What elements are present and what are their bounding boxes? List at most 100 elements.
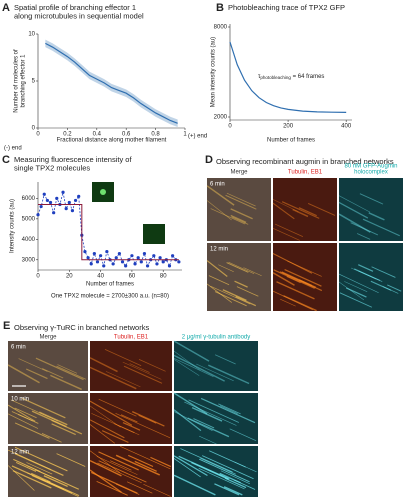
point <box>99 254 103 258</box>
panel-title: along microtubules in sequential model <box>14 11 144 20</box>
filament <box>226 192 256 207</box>
filament <box>208 275 230 286</box>
filament <box>273 269 315 289</box>
column-header: 2 μg/ml γ-tubulin antibody <box>182 335 251 341</box>
caption: One TPX2 molecule = 2700±300 a.u. (n=80) <box>51 294 169 300</box>
point <box>102 264 106 268</box>
inset-spot <box>100 189 106 195</box>
point <box>124 264 128 268</box>
filament <box>188 399 240 423</box>
filament <box>225 194 257 210</box>
x-tick-label: 0.4 <box>93 132 102 138</box>
point <box>61 190 65 194</box>
filament <box>274 223 304 237</box>
filament <box>350 222 379 236</box>
filament <box>89 419 125 439</box>
micrograph <box>207 243 271 311</box>
x-axis-label: Fractional distance along mother filamen… <box>57 138 167 144</box>
filament <box>97 462 142 484</box>
panel-title: Spatial profile of branching effector 1 <box>14 3 136 12</box>
filament <box>236 286 259 297</box>
filament <box>284 269 322 287</box>
point <box>45 198 49 203</box>
point <box>133 262 137 266</box>
point <box>64 207 68 211</box>
filament <box>7 413 39 429</box>
filament <box>89 357 118 373</box>
filament <box>368 212 385 221</box>
filament <box>110 460 132 471</box>
x-tick-label: 0 <box>36 274 40 280</box>
filament <box>191 406 223 422</box>
filament <box>150 456 172 468</box>
filament <box>173 350 201 371</box>
filament <box>220 470 251 485</box>
annotation: (-) end <box>4 146 22 152</box>
filament <box>231 216 249 225</box>
filament <box>222 289 247 301</box>
filament <box>39 411 68 426</box>
micrograph <box>273 243 337 311</box>
panel-title: Observing recombinant augmin in branched… <box>216 157 394 166</box>
filament <box>120 414 138 423</box>
filament <box>89 450 121 474</box>
panel-label: C <box>2 154 10 166</box>
x-tick-label: 60 <box>129 274 136 280</box>
filament <box>173 409 202 432</box>
filament <box>199 435 217 445</box>
filament <box>50 374 82 391</box>
filament <box>200 397 256 424</box>
point <box>95 260 100 264</box>
filament <box>115 483 140 495</box>
filament <box>89 459 122 477</box>
point <box>92 252 96 256</box>
column-header: Merge <box>39 335 57 341</box>
filament <box>226 262 249 273</box>
filament <box>25 368 48 380</box>
filament <box>35 357 84 381</box>
point <box>145 264 150 268</box>
filament <box>41 433 62 443</box>
y-tick-label: 5 <box>32 79 36 85</box>
filament <box>199 458 250 483</box>
filament <box>338 195 371 213</box>
point <box>36 213 40 217</box>
filament <box>230 208 253 220</box>
line <box>229 41 347 113</box>
filament <box>173 354 225 382</box>
filament <box>359 193 384 205</box>
panel-title: Photobleaching trace of TPX2 GFP <box>228 3 345 12</box>
filament <box>96 480 128 496</box>
filament <box>214 483 240 496</box>
point <box>55 196 59 200</box>
micrograph <box>207 178 271 241</box>
filament <box>122 421 141 431</box>
filament <box>14 422 50 439</box>
annotation: τphotobleaching = 64 frames <box>258 74 324 81</box>
y-tick-label: 3000 <box>22 257 36 263</box>
filament <box>210 208 246 225</box>
filament <box>98 398 137 417</box>
y-tick-label: 6000 <box>22 196 36 202</box>
filament <box>206 200 232 221</box>
filament <box>307 202 336 216</box>
point <box>83 249 87 254</box>
filament <box>123 365 163 384</box>
filament <box>370 280 392 291</box>
filament <box>218 403 241 415</box>
filament <box>173 359 200 376</box>
filament <box>89 366 137 390</box>
filament <box>89 400 133 426</box>
filament <box>132 411 165 427</box>
filament <box>224 477 247 489</box>
filament <box>243 267 262 277</box>
filament <box>272 202 295 220</box>
filament <box>115 412 171 439</box>
dashed-line <box>37 192 180 268</box>
filament <box>173 392 208 415</box>
filament <box>31 410 67 428</box>
filament <box>138 359 166 372</box>
row-label: 6 min <box>210 182 225 188</box>
filament <box>206 283 233 303</box>
